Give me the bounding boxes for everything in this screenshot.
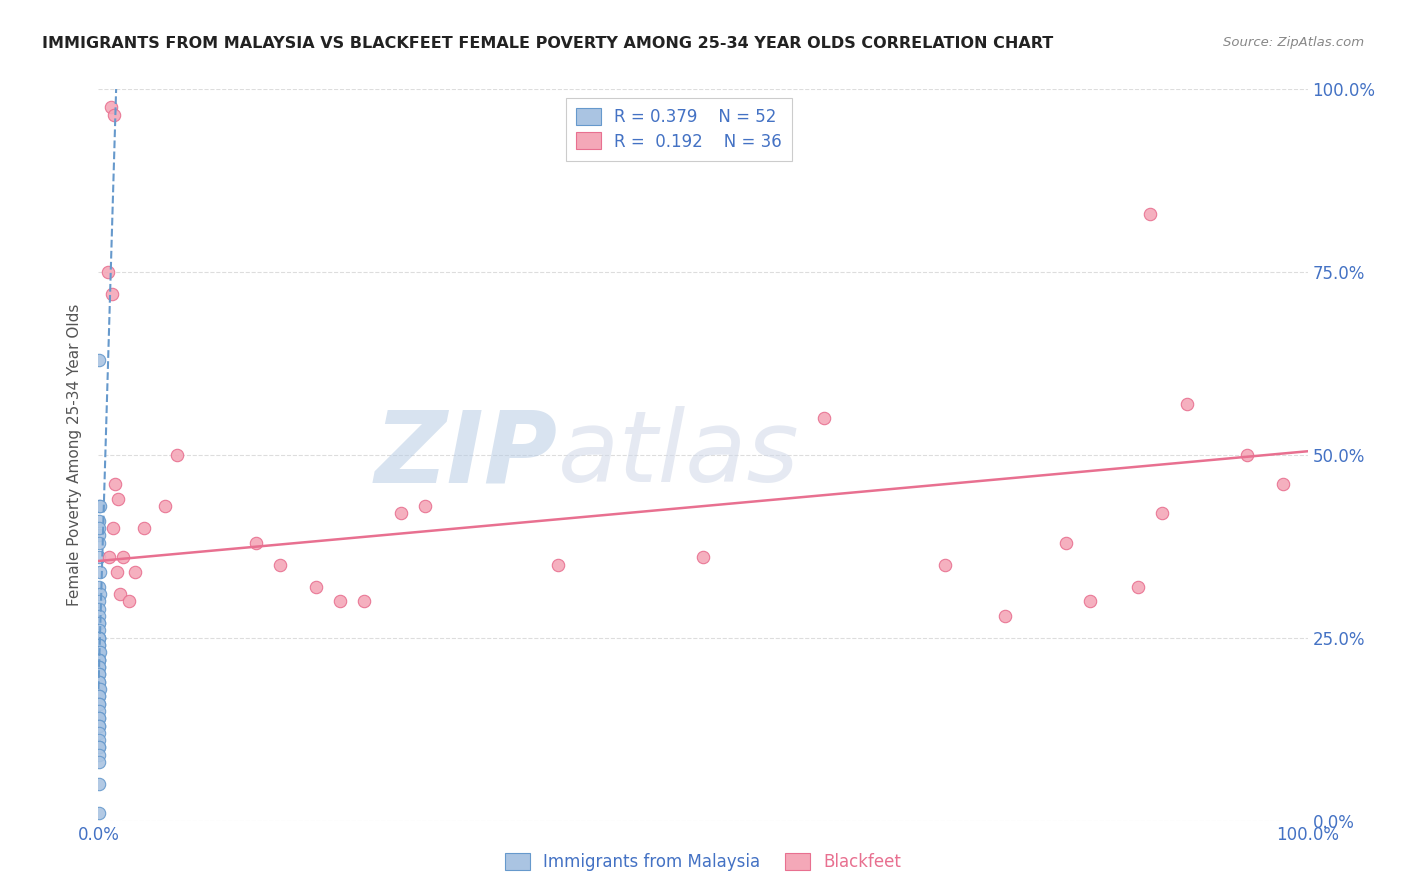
Point	[1152, 507, 1174, 521]
Point	[87, 747, 110, 762]
Point	[104, 477, 127, 491]
Point	[89, 653, 111, 667]
Point	[105, 565, 128, 579]
Point	[329, 594, 352, 608]
Point	[87, 514, 110, 528]
Point	[89, 608, 111, 623]
Point	[1272, 477, 1295, 491]
Point	[87, 667, 110, 681]
Point	[98, 550, 121, 565]
Point	[87, 711, 110, 725]
Point	[89, 499, 111, 513]
Point	[1139, 206, 1161, 220]
Point	[89, 660, 111, 674]
Point	[87, 653, 110, 667]
Point	[124, 565, 146, 579]
Point	[89, 587, 111, 601]
Point	[89, 616, 111, 631]
Point	[153, 499, 176, 513]
Point	[413, 499, 436, 513]
Point	[87, 653, 110, 667]
Point	[1054, 535, 1077, 549]
Y-axis label: Female Poverty Among 25-34 Year Olds: Female Poverty Among 25-34 Year Olds	[67, 304, 83, 606]
Point	[389, 507, 412, 521]
Point	[87, 697, 110, 711]
Point	[134, 521, 156, 535]
Point	[89, 499, 111, 513]
Point	[118, 594, 141, 608]
Point	[269, 558, 291, 572]
Point	[87, 638, 110, 652]
Point	[87, 704, 110, 718]
Point	[87, 697, 110, 711]
Point	[89, 535, 111, 549]
Point	[305, 580, 328, 594]
Point	[100, 287, 122, 301]
Point	[89, 631, 111, 645]
Point	[87, 352, 110, 367]
Point	[101, 521, 124, 535]
Point	[89, 681, 111, 696]
Point	[97, 265, 120, 279]
Point	[87, 624, 110, 638]
Point	[353, 594, 375, 608]
Point	[934, 558, 956, 572]
Point	[87, 521, 110, 535]
Point	[89, 674, 111, 689]
Point	[1175, 397, 1198, 411]
Point	[89, 777, 111, 791]
Point	[245, 535, 267, 549]
Point	[89, 565, 111, 579]
Point	[1236, 448, 1258, 462]
Point	[89, 594, 111, 608]
Point	[89, 690, 111, 704]
Point	[87, 681, 110, 696]
Point	[87, 674, 110, 689]
Point	[87, 755, 110, 769]
Point	[87, 733, 110, 747]
Point	[87, 667, 110, 681]
Point	[87, 638, 110, 652]
Point	[89, 645, 111, 659]
Point	[103, 108, 125, 122]
Point	[89, 645, 111, 659]
Text: IMMIGRANTS FROM MALAYSIA VS BLACKFEET FEMALE POVERTY AMONG 25-34 YEAR OLDS CORRE: IMMIGRANTS FROM MALAYSIA VS BLACKFEET FE…	[42, 36, 1053, 51]
Point	[87, 740, 110, 755]
Point	[547, 558, 569, 572]
Point	[89, 718, 111, 732]
Point	[87, 690, 110, 704]
Point	[994, 608, 1017, 623]
Point	[87, 631, 110, 645]
Point	[89, 718, 111, 732]
Point	[111, 550, 134, 565]
Point	[692, 550, 714, 565]
Point	[813, 411, 835, 425]
Text: Source: ZipAtlas.com: Source: ZipAtlas.com	[1223, 36, 1364, 49]
Point	[87, 631, 110, 645]
Point	[87, 726, 110, 740]
Text: ZIP: ZIP	[375, 407, 558, 503]
Legend: Immigrants from Malaysia, Blackfeet: Immigrants from Malaysia, Blackfeet	[498, 847, 908, 878]
Point	[87, 740, 110, 755]
Point	[87, 601, 110, 615]
Point	[87, 806, 110, 821]
Point	[89, 528, 111, 542]
Text: atlas: atlas	[558, 407, 800, 503]
Point	[1128, 580, 1150, 594]
Point	[1078, 594, 1101, 608]
Point	[108, 587, 131, 601]
Point	[87, 616, 110, 631]
Point	[87, 580, 110, 594]
Point	[87, 550, 110, 565]
Point	[166, 448, 188, 462]
Point	[87, 711, 110, 725]
Point	[107, 491, 129, 506]
Point	[87, 660, 110, 674]
Point	[100, 101, 122, 115]
